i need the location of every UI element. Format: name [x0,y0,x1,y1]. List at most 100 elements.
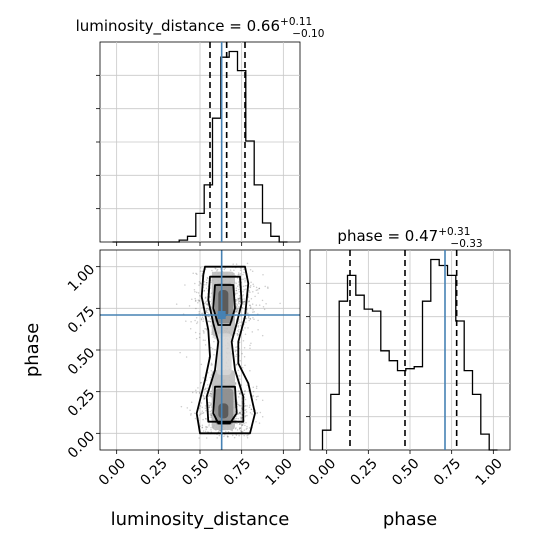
panel-scatter-contour: 0.00 0.25 0.50 0.75 1.00 0.000.250.500.751.0… [22,249,301,530]
sample-point [244,409,246,412]
histogram-step-outline [112,50,288,243]
sample-point [196,321,199,323]
sample-point [205,426,208,428]
sample-point [204,344,207,346]
sample-point [209,318,212,320]
sample-point [191,391,194,394]
sample-point [210,402,212,405]
sample-point [234,383,237,386]
sample-point [214,336,216,339]
sample-point [199,283,201,285]
sample-point [253,310,255,313]
sample-point [209,376,211,379]
sample-point [243,300,246,303]
sample-point [209,300,211,303]
sample-point [179,351,181,354]
sample-point [235,364,237,366]
sample-point [243,298,245,300]
sample-point [242,329,244,331]
sample-point [243,300,246,303]
sample-point [209,320,212,323]
sample-point [196,322,198,325]
sample-point [243,422,245,424]
sample-point [213,354,215,356]
sample-point [205,437,208,439]
sample-point [199,282,202,284]
sample-point [207,320,210,323]
sample-point [208,406,210,409]
sample-point [234,293,237,296]
sample-point [240,430,243,433]
sample-point [198,407,201,410]
sample-point [235,310,237,312]
sample-point [214,267,216,270]
sample-point [209,392,211,394]
contour-line-3 [212,385,238,425]
sample-point [210,364,212,366]
sample-point [235,263,238,265]
sample-point [206,384,209,386]
y-tick-label-4: 1.00 [65,262,98,295]
sample-point [256,412,258,414]
sample-point [219,430,222,432]
sample-point [201,412,204,415]
sample-point [245,317,248,320]
sample-point [237,329,239,332]
sample-point [247,433,249,436]
sample-point [257,319,259,322]
sample-point [201,410,204,412]
sample-point [205,303,208,306]
sample-point [244,415,247,417]
sample-point [210,412,212,415]
sample-point [242,273,244,276]
sample-point [210,396,212,398]
sample-point [246,384,249,386]
sample-point [236,310,239,312]
sample-point [194,291,196,293]
sample-point [261,299,264,302]
x-tick-label-2: 0.50 [179,456,212,489]
sample-point [243,393,246,395]
sample-point [203,284,205,286]
sample-point [234,382,237,384]
sample-point [250,408,253,410]
sample-point [237,403,239,406]
sample-point [207,372,209,374]
sample-point [249,268,252,271]
sample-point [204,430,207,433]
sample-point [206,431,209,433]
sample-point [237,297,239,300]
sample-point [249,304,251,307]
sample-point [239,393,241,395]
sample-point [207,315,210,318]
density-cell-6 [218,403,229,419]
sample-point [202,377,205,379]
sample-point [252,390,255,393]
sample-point [263,308,266,311]
sample-point [246,425,248,428]
sample-point [255,304,258,306]
sample-point [201,270,203,272]
sample-point [211,269,213,272]
sample-point [189,328,192,330]
sample-point [258,304,261,306]
sample-point [189,409,191,411]
sample-point [198,281,201,283]
sample-point [206,311,209,314]
sample-point [242,285,245,288]
sample-point [244,398,247,401]
sample-point [210,428,212,431]
sample-point [244,279,246,281]
sample-point [205,426,207,428]
sample-point [236,304,238,307]
sample-point [214,337,216,340]
sample-point [198,284,200,286]
sample-point [246,312,248,314]
sample-point [205,287,208,289]
sample-point [202,395,204,397]
sample-point [194,417,197,420]
sample-point [238,404,241,407]
sample-point [252,290,254,293]
sample-point [226,435,229,437]
